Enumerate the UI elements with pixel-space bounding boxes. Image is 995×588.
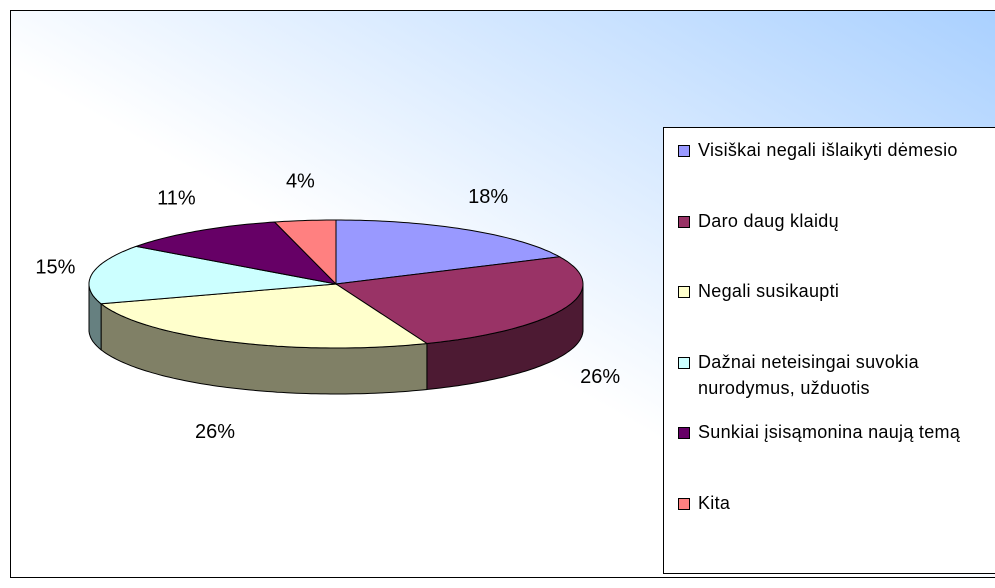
pie-slice	[335, 219, 562, 285]
legend-item: Sunkiai įsisąmonina naują temą	[678, 419, 995, 445]
legend-swatch	[678, 356, 690, 369]
data-label: 18%	[468, 186, 508, 208]
data-label: 15%	[35, 256, 75, 278]
pie-slice	[99, 283, 429, 349]
legend-swatch	[678, 427, 690, 439]
legend: Visiškai negali išlaikyti dėmesio Daro da…	[663, 127, 995, 574]
data-label: 26%	[580, 366, 620, 388]
legend-label: Negali susikaupti	[698, 281, 840, 301]
pie-slice	[134, 221, 338, 285]
legend-swatch	[678, 497, 690, 510]
legend-item: Negali susikaupti	[678, 278, 995, 304]
legend-item: Kita	[678, 490, 995, 516]
pie-slice	[273, 219, 337, 286]
legend-item: Visiškai negali išlaikyti dėmesio	[678, 137, 995, 163]
pie-slice	[334, 256, 584, 345]
data-label: 11%	[157, 188, 196, 210]
legend-label: Dažnai neteisingai suvokia nurodymus, už…	[698, 351, 919, 398]
legend-label: Visiškai negali išlaikyti dėmesio	[698, 140, 958, 160]
pie-slice	[88, 245, 337, 305]
legend-swatch	[678, 145, 690, 157]
legend-swatch	[678, 286, 690, 298]
legend-label: Kita	[698, 492, 731, 513]
legend-item: Daro daug klaidų	[678, 208, 995, 234]
legend-item: Dažnai neteisingai suvokia nurodymus, už…	[678, 349, 995, 401]
legend-label: Daro daug klaidų	[698, 210, 839, 231]
data-label: 4%	[286, 171, 315, 193]
data-label: 26%	[195, 421, 235, 443]
legend-label: Sunkiai įsisąmonina naują temą	[698, 422, 961, 442]
legend-swatch	[678, 215, 690, 228]
